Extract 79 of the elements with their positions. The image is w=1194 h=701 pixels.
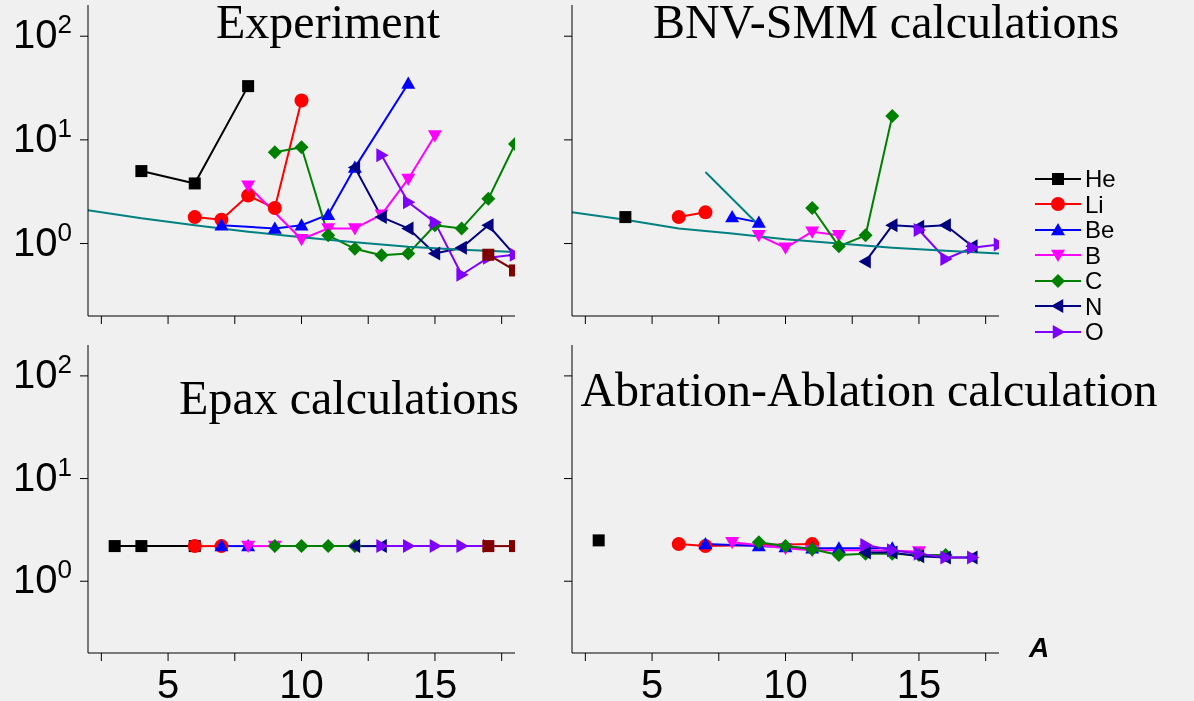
point (401, 246, 416, 261)
point (376, 148, 389, 163)
point (401, 173, 416, 186)
point (347, 241, 362, 256)
point (698, 537, 713, 550)
point (294, 93, 309, 108)
point (481, 191, 496, 206)
point (592, 534, 605, 547)
point (831, 239, 846, 254)
point (885, 108, 900, 123)
point (885, 218, 898, 233)
point (698, 205, 713, 220)
legend-label: He (1085, 165, 1116, 193)
point (938, 218, 951, 233)
y-tick-label: 10$^{2}$ (13, 9, 72, 57)
legend-label: Li (1085, 190, 1104, 218)
x-tick-label: 5 (640, 661, 664, 701)
point (913, 223, 926, 238)
x-tick-label: 5 (156, 661, 180, 701)
y-tick-label: 10$^{1}$ (13, 112, 72, 160)
x-axis-title: A (1029, 632, 1050, 664)
point (427, 246, 441, 261)
legend-label: O (1085, 318, 1104, 346)
point (860, 538, 873, 553)
point (858, 228, 873, 243)
point (619, 211, 632, 224)
y-tick-label: 10$^{0}$ (13, 216, 72, 264)
point (294, 234, 309, 247)
legend-label: B (1085, 241, 1102, 269)
point (347, 223, 362, 236)
point (671, 537, 686, 552)
point (241, 188, 256, 203)
legend-label: Be (1085, 216, 1115, 244)
text: Epax calculations (179, 370, 519, 425)
point (242, 80, 255, 93)
point (403, 195, 416, 210)
y-tick-label: 10$^{2}$ (13, 348, 72, 396)
point (401, 221, 414, 236)
x-tick-label: 10 (763, 661, 808, 701)
point (671, 210, 686, 225)
point (267, 221, 282, 234)
y-tick-label: 10$^{0}$ (13, 554, 72, 602)
point (241, 180, 256, 193)
point (214, 218, 229, 231)
point (940, 251, 953, 266)
y-tick-label: 10$^{1}$ (13, 451, 72, 499)
chart-title: Abration-Ablation calculation (580, 362, 1158, 417)
point (725, 536, 740, 550)
point (294, 140, 309, 155)
point (751, 230, 766, 243)
point (427, 130, 442, 143)
chart-title: Experiment (216, 0, 440, 49)
point (321, 228, 336, 243)
point (267, 145, 282, 160)
point (454, 221, 469, 236)
point (858, 254, 871, 269)
legend-label: N (1085, 292, 1103, 320)
point (454, 240, 467, 255)
point (267, 201, 282, 216)
chart-title: BNV-SMM calculations (652, 0, 1120, 49)
point (831, 230, 846, 243)
point (294, 218, 309, 231)
x-tick-label: 10 (279, 661, 324, 701)
point (831, 548, 846, 563)
point (456, 267, 469, 282)
point (188, 177, 201, 190)
point (135, 165, 148, 178)
point (374, 248, 389, 263)
point (751, 535, 766, 550)
point (187, 210, 202, 225)
point (481, 218, 494, 233)
legend-label: C (1085, 267, 1103, 295)
point (401, 76, 416, 89)
x-tick-label: 15 (412, 661, 458, 701)
point (805, 226, 820, 239)
point (321, 207, 336, 220)
point (805, 201, 820, 216)
point (778, 242, 793, 255)
x-tick-label: 15 (896, 661, 942, 701)
